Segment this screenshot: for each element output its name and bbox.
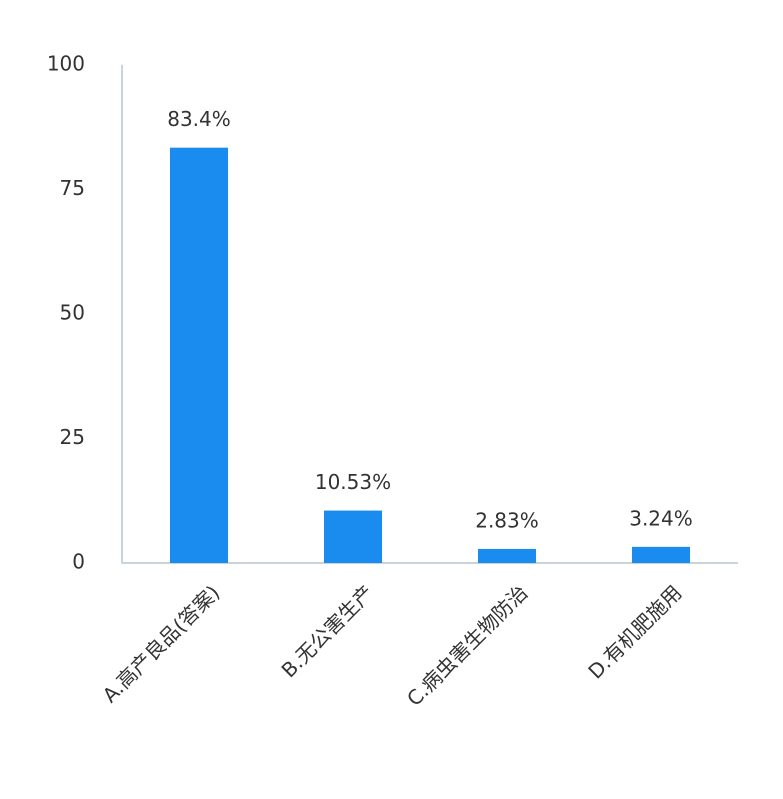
bar (632, 546, 690, 563)
x-tick-label: C.病虫害生物防治 (402, 580, 532, 710)
x-tick-label: D.有机肥施用 (583, 580, 686, 683)
value-label: 83.4% (167, 107, 231, 131)
y-tick-label: 75 (60, 176, 85, 200)
value-label: 3.24% (629, 506, 693, 530)
x-tick-label: B.无公害生产 (277, 580, 379, 682)
y-tick-label: 50 (60, 301, 85, 325)
bar (170, 147, 228, 563)
bar (478, 548, 536, 563)
x-tick-label: A.高产良品(答案) (98, 580, 225, 707)
y-tick-label: 100 (47, 52, 85, 76)
value-label: 10.53% (315, 470, 391, 494)
value-label: 2.83% (475, 508, 539, 532)
y-tick-label: 0 (72, 550, 85, 574)
bar (324, 510, 382, 563)
y-tick-label: 25 (60, 425, 85, 449)
